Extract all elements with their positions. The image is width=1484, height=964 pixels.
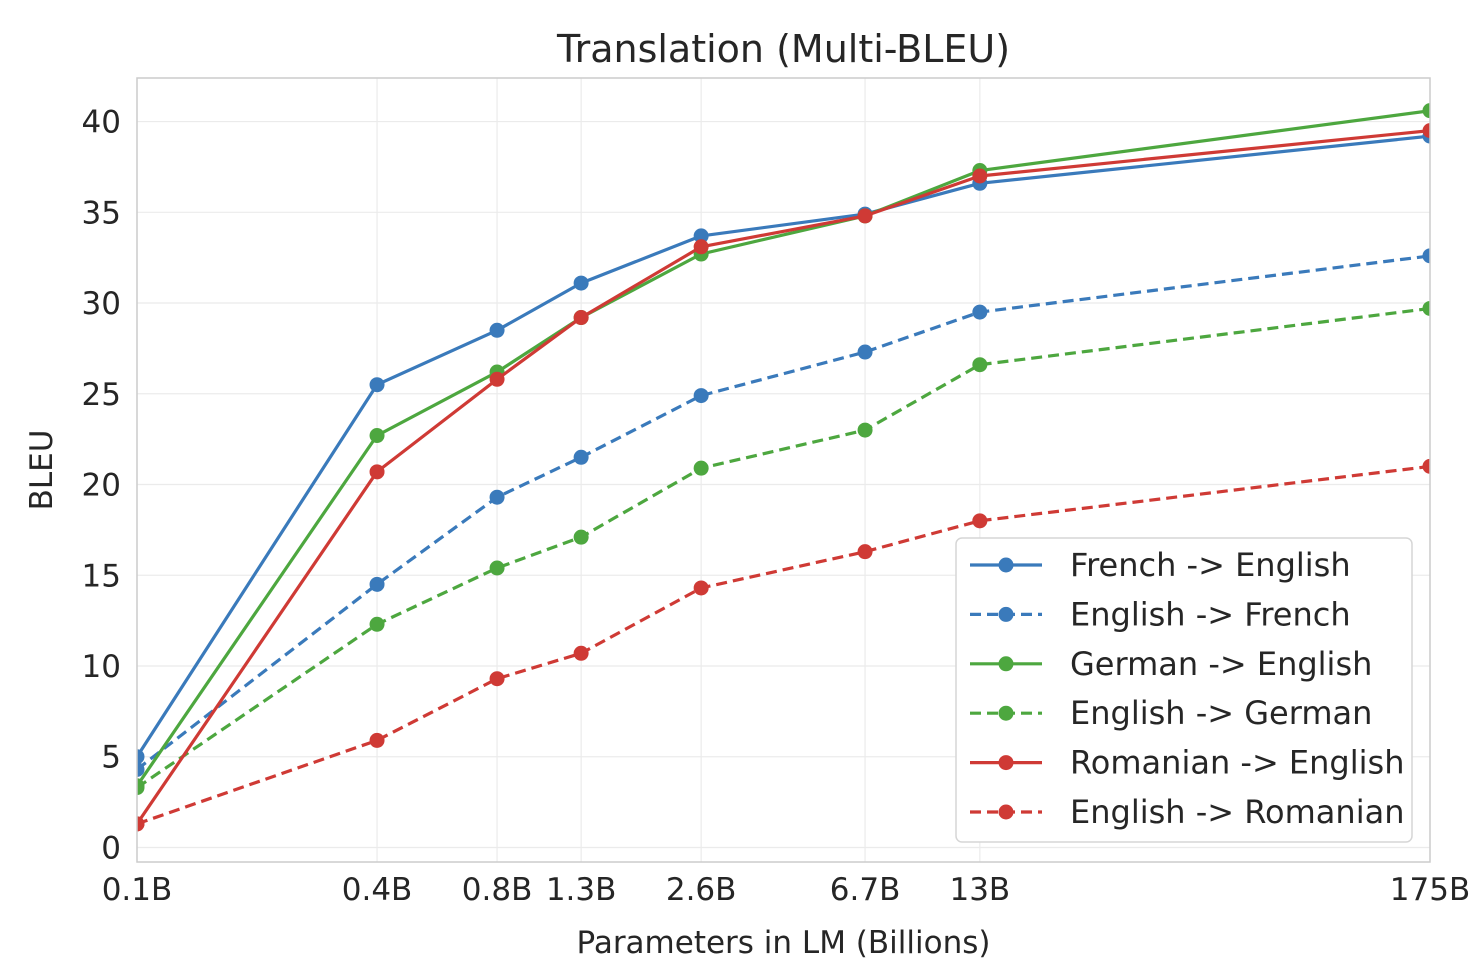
legend-marker bbox=[998, 705, 1014, 721]
tick-labels: 0.1B 0.4B 0.8B 1.3B 2.6B 6.7B 13B 175B 0 5 10 15 20 2… bbox=[82, 105, 1471, 908]
data-point bbox=[369, 732, 385, 748]
y-tick-label: 20 bbox=[82, 468, 121, 504]
data-point bbox=[972, 357, 988, 373]
data-point bbox=[1422, 300, 1430, 316]
legend-marker bbox=[998, 656, 1014, 672]
data-point bbox=[369, 377, 385, 393]
series-3 bbox=[137, 300, 1430, 796]
data-point bbox=[369, 464, 385, 480]
y-tick-label: 30 bbox=[82, 286, 121, 322]
series-line bbox=[137, 306, 1430, 789]
y-tick-label: 15 bbox=[82, 558, 121, 594]
data-point bbox=[573, 645, 589, 661]
legend-marker bbox=[998, 804, 1014, 820]
series-line bbox=[137, 129, 1430, 825]
legend-item: German -> English bbox=[970, 645, 1372, 683]
legend-label: German -> English bbox=[1070, 645, 1372, 683]
data-point bbox=[573, 449, 589, 465]
x-tick-label: 1.3B bbox=[546, 872, 617, 908]
data-point bbox=[857, 344, 873, 360]
data-point bbox=[489, 489, 505, 505]
chart-title: Translation (Multi-BLEU) bbox=[556, 27, 1010, 71]
x-axis-label: Parameters in LM (Billions) bbox=[577, 925, 991, 961]
legend-item: English -> French bbox=[970, 595, 1351, 633]
series-line bbox=[137, 464, 1430, 826]
y-tick-label: 40 bbox=[82, 105, 121, 141]
x-tick-label: 0.1B bbox=[102, 872, 173, 908]
data-point bbox=[137, 816, 145, 832]
series-1 bbox=[137, 248, 1430, 777]
data-point bbox=[1422, 248, 1430, 264]
legend-item: English -> German bbox=[970, 694, 1372, 732]
data-point bbox=[693, 388, 709, 404]
data-point bbox=[857, 422, 873, 438]
data-point bbox=[489, 371, 505, 387]
data-point bbox=[857, 208, 873, 224]
data-point bbox=[137, 749, 145, 765]
legend-label: French -> English bbox=[1070, 546, 1351, 584]
legend-box bbox=[955, 537, 1413, 843]
y-tick-label: 0 bbox=[101, 830, 121, 866]
legend-marker bbox=[998, 755, 1014, 771]
x-tick-label: 6.7B bbox=[830, 872, 901, 908]
series-line bbox=[137, 254, 1430, 771]
legend-label: English -> Romanian bbox=[1070, 793, 1404, 831]
legend-item: French -> English bbox=[970, 546, 1351, 584]
data-point bbox=[693, 239, 709, 255]
data-point bbox=[1422, 103, 1430, 119]
data-point bbox=[369, 428, 385, 444]
y-tick-label: 10 bbox=[82, 649, 121, 685]
data-point bbox=[693, 580, 709, 596]
y-tick-label: 5 bbox=[101, 740, 121, 776]
data-point bbox=[972, 513, 988, 529]
plot-frame bbox=[136, 77, 1431, 863]
data-point bbox=[1422, 458, 1430, 474]
data-point bbox=[137, 761, 145, 777]
data-point bbox=[693, 228, 709, 244]
x-tick-label: 0.8B bbox=[462, 872, 533, 908]
legend-item: English -> Romanian bbox=[970, 793, 1404, 831]
data-point bbox=[489, 560, 505, 576]
legend-label: English -> German bbox=[1070, 694, 1372, 732]
data-point bbox=[137, 780, 145, 796]
data-point bbox=[573, 310, 589, 326]
data-point bbox=[857, 544, 873, 560]
legend-label: English -> French bbox=[1070, 595, 1351, 633]
data-point bbox=[369, 616, 385, 632]
data-point bbox=[972, 304, 988, 320]
x-tick-label: 13B bbox=[949, 872, 1010, 908]
data-point bbox=[369, 576, 385, 592]
y-tick-label: 25 bbox=[82, 377, 121, 413]
series-line bbox=[137, 109, 1430, 787]
data-point bbox=[1422, 123, 1430, 139]
data-point bbox=[972, 168, 988, 184]
x-tick-label: 0.4B bbox=[342, 872, 413, 908]
legend-marker bbox=[998, 606, 1014, 622]
series-line bbox=[137, 134, 1430, 758]
data-point bbox=[489, 322, 505, 338]
data-point bbox=[573, 529, 589, 545]
x-tick-label: 175B bbox=[1390, 872, 1470, 908]
data-point bbox=[489, 671, 505, 687]
legend-marker bbox=[998, 557, 1014, 573]
y-tick-label: 35 bbox=[82, 195, 121, 231]
legend-item: Romanian -> English bbox=[970, 744, 1404, 782]
data-point bbox=[693, 460, 709, 476]
series-lines bbox=[137, 103, 1430, 832]
y-axis-label: BLEU bbox=[24, 430, 60, 511]
x-tick-label: 2.6B bbox=[666, 872, 737, 908]
series-5 bbox=[137, 458, 1430, 832]
data-point bbox=[573, 275, 589, 291]
legend-label: Romanian -> English bbox=[1070, 744, 1404, 782]
legend: French -> English English -> French German… bbox=[955, 537, 1413, 843]
